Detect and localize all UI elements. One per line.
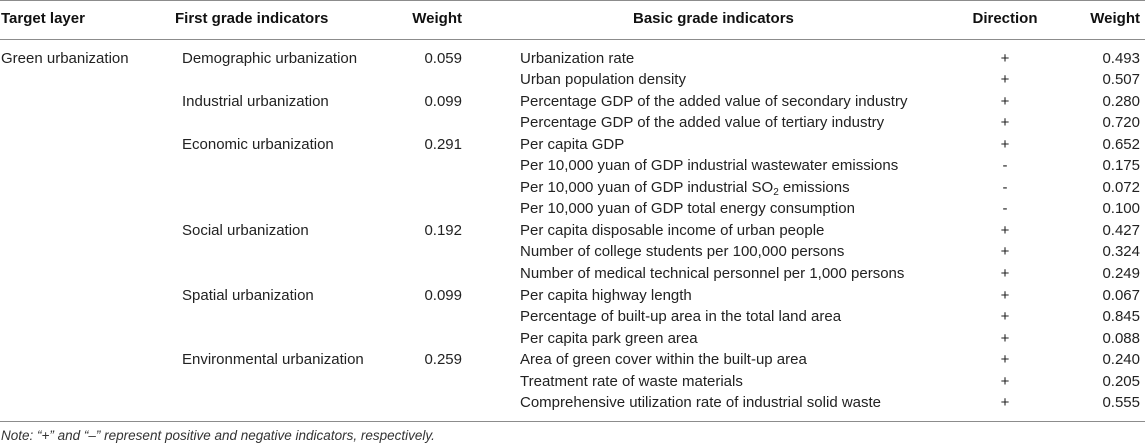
first-grade-cell: Industrial urbanization: [182, 93, 329, 110]
basic-indicator-cell: Comprehensive utilization rate of indust…: [520, 394, 882, 411]
direction-cell: -: [1002, 157, 1008, 174]
direction-cell: -: [1002, 179, 1008, 196]
header-weight-first: Weight: [412, 10, 462, 27]
first-grade-cell: Demographic urbanization: [182, 50, 358, 67]
first-grade-cell: Spatial urbanization: [182, 287, 314, 304]
basic-weight-cell: 0.507: [1102, 71, 1140, 88]
direction-cell: +: [1000, 330, 1010, 347]
basic-indicator-cell: Percentage of built-up area in the total…: [520, 308, 842, 325]
indicator-text: Per 10,000 yuan of GDP industrial SO: [520, 179, 774, 196]
direction-cell: +: [1000, 351, 1010, 368]
basic-indicator-cell: Per 10,000 yuan of GDP total energy cons…: [520, 200, 855, 217]
basic-weight-cell: 0.324: [1102, 243, 1140, 260]
header-basic-grade: Basic grade indicators: [633, 10, 794, 27]
subscript-text: 2: [773, 187, 779, 198]
basic-indicator-cell: Percentage GDP of the added value of ter…: [520, 114, 885, 131]
direction-cell: +: [1000, 308, 1010, 325]
basic-indicator-cell: Per 10,000 yuan of GDP industrial SO2 em…: [520, 178, 850, 198]
direction-cell: +: [1000, 114, 1010, 131]
basic-indicator-cell: Per capita park green area: [520, 330, 698, 347]
direction-cell: +: [1000, 394, 1010, 411]
direction-cell: -: [1002, 200, 1008, 217]
basic-indicator-cell: Percentage GDP of the added value of sec…: [520, 93, 908, 110]
first-grade-weight: 0.059: [424, 50, 462, 67]
indicator-text-tail: emissions: [778, 179, 850, 196]
basic-weight-cell: 0.205: [1102, 373, 1140, 390]
header-first-grade: First grade indicators: [175, 10, 329, 27]
basic-weight-cell: 0.240: [1102, 351, 1140, 368]
basic-weight-cell: 0.280: [1102, 93, 1140, 110]
basic-weight-cell: 0.067: [1102, 287, 1140, 304]
header-rule: [0, 39, 1145, 40]
first-grade-weight: 0.192: [424, 222, 462, 239]
basic-indicator-cell: Area of green cover within the built-up …: [520, 351, 807, 368]
direction-cell: +: [1000, 287, 1010, 304]
basic-indicator-cell: Treatment rate of waste materials: [520, 373, 743, 390]
basic-weight-cell: 0.088: [1102, 330, 1140, 347]
target-layer-cell: Green urbanization: [1, 50, 129, 67]
table-top-rule: [0, 0, 1145, 1]
basic-indicator-cell: Per capita highway length: [520, 287, 692, 304]
basic-indicator-cell: Per capita disposable income of urban pe…: [520, 222, 825, 239]
basic-indicator-cell: Urbanization rate: [520, 50, 635, 67]
first-grade-weight: 0.099: [424, 287, 462, 304]
basic-weight-cell: 0.249: [1102, 265, 1140, 282]
basic-weight-cell: 0.100: [1102, 200, 1140, 217]
first-grade-weight: 0.259: [424, 351, 462, 368]
basic-weight-cell: 0.845: [1102, 308, 1140, 325]
first-grade-cell: Social urbanization: [182, 222, 309, 239]
direction-cell: +: [1000, 136, 1010, 153]
basic-weight-cell: 0.555: [1102, 394, 1140, 411]
first-grade-weight: 0.291: [424, 136, 462, 153]
basic-weight-cell: 0.072: [1102, 179, 1140, 196]
basic-weight-cell: 0.720: [1102, 114, 1140, 131]
basic-indicator-cell: Urban population density: [520, 71, 686, 88]
direction-cell: +: [1000, 265, 1010, 282]
direction-cell: +: [1000, 243, 1010, 260]
basic-indicator-cell: Per capita GDP: [520, 136, 625, 153]
direction-cell: +: [1000, 93, 1010, 110]
direction-cell: +: [1000, 71, 1010, 88]
basic-indicator-cell: Number of medical technical personnel pe…: [520, 265, 905, 282]
first-grade-cell: Economic urbanization: [182, 136, 334, 153]
first-grade-weight: 0.099: [424, 93, 462, 110]
header-weight-basic: Weight: [1090, 10, 1140, 27]
table-bottom-rule: [0, 421, 1145, 422]
header-target-layer: Target layer: [1, 10, 85, 27]
direction-cell: +: [1000, 50, 1010, 67]
basic-weight-cell: 0.427: [1102, 222, 1140, 239]
direction-cell: +: [1000, 222, 1010, 239]
first-grade-cell: Environmental urbanization: [182, 351, 364, 368]
header-direction: Direction: [972, 10, 1038, 27]
basic-indicator-cell: Number of college students per 100,000 p…: [520, 243, 845, 260]
basic-weight-cell: 0.493: [1102, 50, 1140, 67]
table-note: Note: “+” and “–” represent positive and…: [1, 428, 435, 443]
basic-indicator-cell: Per 10,000 yuan of GDP industrial wastew…: [520, 157, 899, 174]
direction-cell: +: [1000, 373, 1010, 390]
basic-weight-cell: 0.175: [1102, 157, 1140, 174]
basic-weight-cell: 0.652: [1102, 136, 1140, 153]
